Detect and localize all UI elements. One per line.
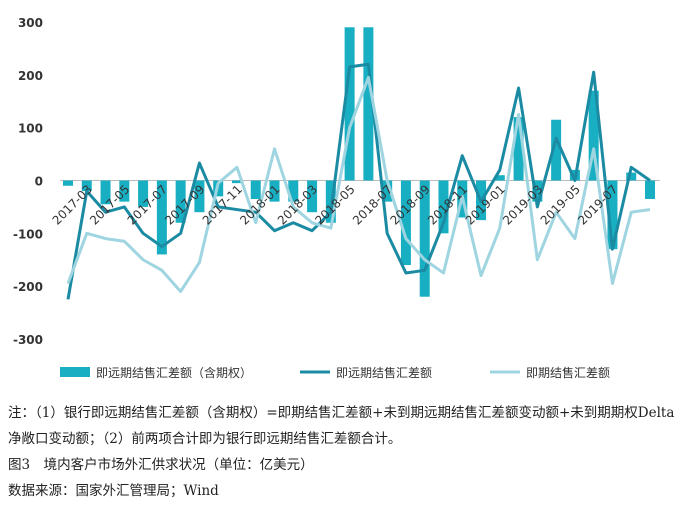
bar bbox=[269, 180, 280, 202]
legend-swatch bbox=[60, 367, 90, 377]
bar bbox=[588, 90, 599, 181]
bar bbox=[307, 180, 318, 213]
line bbox=[66, 62, 651, 300]
bar bbox=[194, 180, 205, 213]
line bbox=[66, 75, 651, 293]
x-tick-label: 2017-03 bbox=[50, 182, 95, 227]
legend-label: 即期结售汇差额 bbox=[526, 365, 610, 380]
y-tick-label: -300 bbox=[13, 333, 43, 347]
bar bbox=[419, 180, 430, 297]
bar bbox=[138, 180, 149, 207]
bar bbox=[645, 180, 655, 199]
bar bbox=[231, 180, 242, 184]
bar bbox=[100, 180, 111, 205]
source: 数据来源：国家外汇管理局；Wind bbox=[8, 483, 219, 499]
notes: 注：（1）银行即远期结售汇差额（含期权）=即期结售汇差额+未到期远期结售汇差额变… bbox=[8, 400, 680, 504]
bar bbox=[438, 180, 449, 234]
x-tick-label: 2018-07 bbox=[350, 182, 395, 227]
bar bbox=[626, 172, 637, 181]
figure-caption: 图3 境内客户市场外汇供求状况（单位：亿美元） bbox=[8, 457, 314, 473]
bar bbox=[81, 180, 92, 192]
bar bbox=[494, 175, 505, 181]
bar bbox=[382, 180, 393, 202]
bar bbox=[344, 27, 355, 181]
bar bbox=[363, 27, 374, 181]
y-tick-label: 0 bbox=[35, 175, 43, 189]
bar bbox=[513, 117, 524, 181]
y-tick-label: 300 bbox=[18, 16, 43, 30]
y-tick-label: -200 bbox=[13, 280, 43, 294]
chart: -300-200-10001002003002017-032017-052017… bbox=[13, 16, 660, 380]
x-tick-label: 2019-05 bbox=[538, 182, 583, 227]
bar bbox=[288, 180, 299, 202]
legend-label: 即远期结售汇差额（含期权） bbox=[96, 365, 252, 380]
bar bbox=[175, 180, 186, 223]
bar bbox=[156, 180, 167, 255]
bar bbox=[607, 180, 618, 250]
y-tick-label: -100 bbox=[13, 227, 43, 241]
y-tick-label: 200 bbox=[18, 69, 43, 83]
bar bbox=[250, 180, 261, 199]
legend-label: 即远期结售汇差额 bbox=[336, 365, 432, 380]
bar bbox=[119, 180, 130, 202]
note: 注：（1）银行即远期结售汇差额（含期权）=即期结售汇差额+未到期远期结售汇差额变… bbox=[8, 405, 675, 447]
y-tick-label: 100 bbox=[18, 122, 43, 136]
bar bbox=[400, 180, 411, 266]
bar bbox=[551, 119, 562, 181]
bar bbox=[63, 180, 73, 186]
bar bbox=[532, 180, 543, 202]
